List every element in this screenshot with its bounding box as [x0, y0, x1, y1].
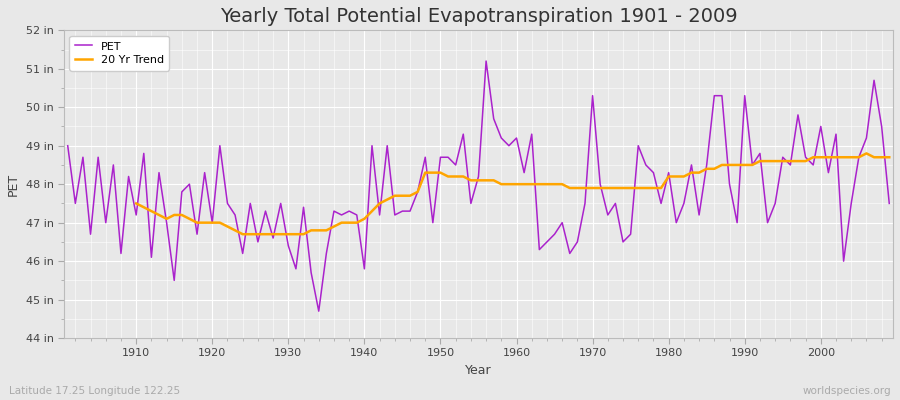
- PET: [884, 201, 895, 206]
- Line: PET: PET: [68, 61, 889, 311]
- Line: 20 Yr Trend: 20 Yr Trend: [136, 154, 889, 234]
- Text: Latitude 17.25 Longitude 122.25: Latitude 17.25 Longitude 122.25: [9, 386, 180, 396]
- 20 Yr Trend: [861, 151, 872, 156]
- 20 Yr Trend: [526, 182, 537, 186]
- PET: [123, 174, 134, 179]
- 20 Yr Trend: [831, 155, 842, 160]
- 20 Yr Trend: [283, 232, 293, 236]
- X-axis label: Year: Year: [465, 364, 491, 377]
- PET: [62, 143, 73, 148]
- 20 Yr Trend: [587, 186, 598, 190]
- PET: [518, 170, 529, 175]
- 20 Yr Trend: [884, 155, 895, 160]
- Title: Yearly Total Potential Evapotranspiration 1901 - 2009: Yearly Total Potential Evapotranspiratio…: [220, 7, 737, 26]
- 20 Yr Trend: [238, 232, 248, 236]
- PET: [617, 240, 628, 244]
- Legend: PET, 20 Yr Trend: PET, 20 Yr Trend: [69, 36, 169, 70]
- 20 Yr Trend: [130, 201, 141, 206]
- PET: [291, 266, 302, 271]
- Y-axis label: PET: PET: [7, 173, 20, 196]
- PET: [313, 309, 324, 314]
- PET: [344, 209, 355, 214]
- PET: [481, 59, 491, 64]
- PET: [526, 132, 537, 136]
- Text: worldspecies.org: worldspecies.org: [803, 386, 891, 396]
- 20 Yr Trend: [853, 155, 864, 160]
- 20 Yr Trend: [313, 228, 324, 233]
